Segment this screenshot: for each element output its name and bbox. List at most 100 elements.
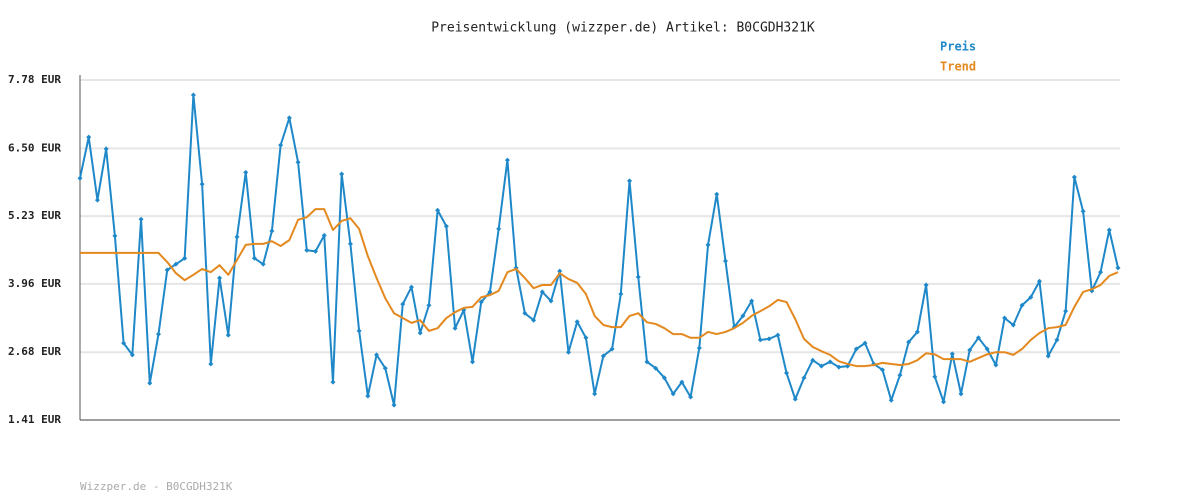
data-point [129, 352, 135, 358]
data-point [766, 336, 772, 342]
data-point [688, 394, 694, 400]
data-point [627, 178, 633, 184]
data-point [382, 365, 388, 371]
data-point [818, 363, 824, 369]
data-point [339, 171, 345, 177]
data-point [574, 319, 580, 325]
data-point [722, 258, 728, 264]
data-point [653, 365, 659, 371]
data-point [1002, 315, 1008, 321]
data-point [138, 216, 144, 222]
series-line [80, 208, 1119, 368]
data-point [827, 359, 833, 365]
data-point [906, 339, 912, 345]
data-point [714, 191, 720, 197]
data-point [644, 359, 650, 365]
data-point [278, 142, 284, 148]
data-point [1098, 269, 1104, 275]
data-point [426, 302, 432, 308]
data-point [1106, 227, 1112, 233]
data-point [156, 331, 162, 337]
data-point [1028, 294, 1034, 300]
data-point [391, 402, 397, 408]
data-point [1036, 278, 1042, 284]
data-point [740, 313, 746, 319]
data-point [112, 233, 118, 239]
data-point [696, 345, 702, 351]
data-point [670, 391, 676, 397]
data-point [1071, 174, 1077, 180]
data-point [1115, 265, 1121, 271]
data-point [757, 337, 763, 343]
data-point [190, 92, 196, 98]
data-point [251, 255, 257, 261]
data-point [984, 346, 990, 352]
y-tick-label: 7.78 EUR [8, 73, 61, 86]
data-point [522, 310, 528, 316]
data-point [295, 159, 301, 165]
y-tick-label: 2.68 EUR [8, 345, 61, 358]
data-point [208, 361, 214, 367]
data-point [749, 298, 755, 304]
data-point [879, 367, 885, 373]
data-point [260, 261, 266, 267]
data-point [705, 242, 711, 248]
data-point [94, 197, 100, 203]
data-point [539, 289, 545, 295]
data-point [932, 374, 938, 380]
data-point [914, 329, 920, 335]
data-point [86, 134, 92, 140]
data-point [557, 268, 563, 274]
data-point [1019, 302, 1025, 308]
data-point [975, 335, 981, 341]
data-point [600, 353, 606, 359]
data-point [400, 301, 406, 307]
data-point [993, 362, 999, 368]
data-point [635, 274, 641, 280]
data-point [1080, 208, 1086, 214]
data-point [949, 351, 955, 357]
y-tick-label: 6.50 EUR [8, 141, 61, 154]
data-point [801, 375, 807, 381]
data-point [330, 379, 336, 385]
data-point [77, 175, 83, 181]
data-point [565, 349, 571, 355]
data-point [452, 325, 458, 331]
data-point [923, 282, 929, 288]
data-point [836, 364, 842, 370]
data-point [182, 255, 188, 261]
data-point [269, 228, 275, 234]
data-point [792, 396, 798, 402]
footer: Wizzper.de - B0CGDH321K [80, 480, 233, 493]
data-point [496, 226, 502, 232]
data-point [470, 359, 476, 365]
data-point [435, 207, 441, 213]
data-point [784, 370, 790, 376]
data-point [1054, 337, 1060, 343]
data-point [775, 332, 781, 338]
data-point [347, 241, 353, 247]
data-point [679, 379, 685, 385]
data-point [1045, 353, 1051, 359]
data-point [164, 267, 170, 273]
data-point [531, 317, 537, 323]
data-point [1010, 322, 1016, 328]
data-point [853, 346, 859, 352]
legend-label: Preis [940, 40, 976, 54]
data-point [356, 328, 362, 334]
data-point [888, 397, 894, 403]
data-point [365, 393, 371, 399]
data-point [225, 332, 231, 338]
y-tick-label: 1.41 EUR [8, 413, 61, 426]
data-point [958, 391, 964, 397]
data-point [661, 375, 667, 381]
data-point [217, 275, 223, 281]
data-point [147, 380, 153, 386]
data-point [967, 347, 973, 353]
data-point [286, 115, 292, 121]
data-point [810, 357, 816, 363]
data-point [234, 234, 240, 240]
data-point [199, 181, 205, 187]
